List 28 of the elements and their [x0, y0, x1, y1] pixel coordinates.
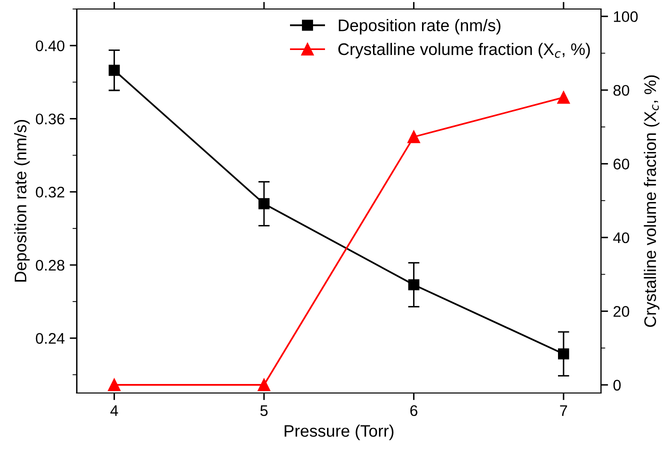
y-tick-label: 0.24: [36, 333, 65, 344]
x-tick-label: 4: [110, 405, 118, 416]
y2-axis-title: Crystalline volume fraction (X$_{c}$, %): [644, 75, 660, 327]
point: [108, 64, 120, 76]
x-tick-label: 6: [410, 405, 418, 416]
y2-tick-label: 80: [613, 84, 630, 96]
legend-label: Deposition rate (nm/s): [338, 19, 500, 35]
y-tick-label: 0.28: [36, 260, 64, 271]
point: [258, 198, 270, 210]
y2-tick-label: 40: [613, 232, 630, 244]
point: [557, 91, 570, 104]
x-tick-label: 5: [260, 405, 268, 416]
y2-tick-label: 0: [613, 380, 621, 391]
y2-tick-label: 20: [614, 306, 630, 317]
point: [558, 348, 570, 360]
y-tick-label: 0.40: [36, 40, 64, 52]
x-tick-label: 7: [560, 405, 568, 416]
y-axis-title: Deposition rate (nm/s): [14, 120, 30, 282]
point: [408, 130, 420, 144]
y-tick-label: 0.32: [36, 186, 64, 198]
y2-tick-label: 60: [614, 158, 630, 170]
point: [108, 378, 120, 392]
y2-tick-label: 100: [614, 11, 638, 22]
x-axis-title: Pressure (Torr): [284, 424, 394, 440]
y-tick-label: 0.36: [36, 114, 64, 124]
legend-label: Crystalline volume fraction (X$_{c}$, %): [338, 42, 590, 58]
point: [258, 378, 270, 392]
point: [408, 279, 420, 290]
